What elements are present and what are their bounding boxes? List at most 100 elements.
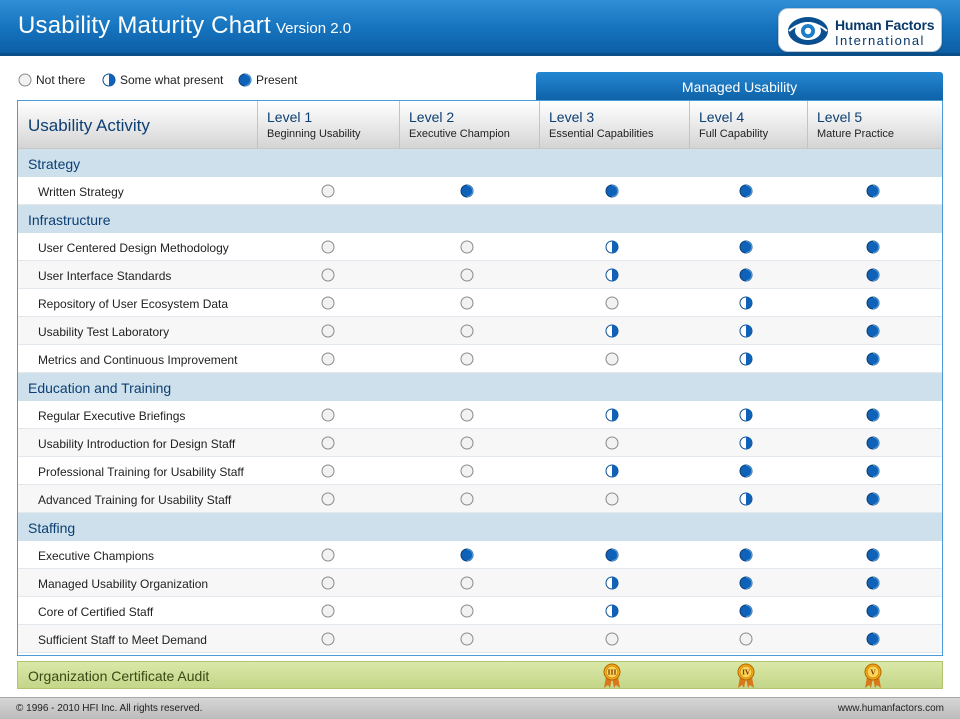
- hfi-logo[interactable]: Human Factors International: [778, 8, 942, 52]
- level-2-header: Level 2 Executive Champion: [399, 101, 539, 149]
- section-title: Staffing: [28, 520, 76, 536]
- half-circle-icon: [605, 604, 619, 618]
- organization-certificate-audit: Organization Certificate Audit III IV V: [17, 661, 943, 689]
- level-subtitle: Mature Practice: [817, 128, 895, 140]
- table-row: Sufficient Staff to Meet Demand: [18, 625, 942, 653]
- empty-circle-icon: [605, 632, 619, 646]
- half-circle-icon: [739, 324, 753, 338]
- filled-circle-icon: [866, 352, 880, 366]
- header-bar: Usability Maturity Chart Version 2.0 Hum…: [0, 0, 960, 56]
- empty-circle-icon: [321, 576, 335, 590]
- empty-circle-icon: [321, 436, 335, 450]
- table-row: Metrics and Continuous Improvement: [18, 345, 942, 373]
- activity-label: Executive Champions: [38, 549, 155, 563]
- filled-circle-icon: [866, 464, 880, 478]
- website-link[interactable]: www.humanfactors.com: [837, 703, 944, 714]
- filled-circle-icon: [866, 296, 880, 310]
- table-row: Written Strategy: [18, 177, 942, 205]
- eye-logo-icon: [788, 17, 828, 45]
- activity-label: Usability Introduction for Design Staff: [38, 437, 236, 451]
- version-label: Version 2.0: [276, 20, 352, 37]
- table-row: Advanced Training for Usability Staff: [18, 485, 942, 513]
- activity-label: Metrics and Continuous Improvement: [38, 353, 238, 367]
- level-name: Level 4: [699, 109, 745, 125]
- empty-circle-icon: [321, 324, 335, 338]
- table-row: User Interface Standards: [18, 261, 942, 289]
- empty-circle-icon: [321, 184, 335, 198]
- level-3-header: Level 3 Essential Capabilities: [539, 101, 689, 149]
- legend-label: Not there: [36, 73, 86, 87]
- level-name: Level 1: [267, 109, 313, 125]
- filled-circle-icon: [866, 604, 880, 618]
- empty-circle-icon: [460, 240, 474, 254]
- activity-label: Sufficient Staff to Meet Demand: [38, 633, 207, 647]
- half-circle-icon: [605, 464, 619, 478]
- half-circle-icon: [605, 576, 619, 590]
- empty-circle-icon: [460, 296, 474, 310]
- footer: © 1996 - 2010 HFI Inc. All rights reserv…: [0, 697, 960, 719]
- filled-circle-icon: [739, 184, 753, 198]
- managed-usability-banner: Managed Usability: [536, 72, 943, 100]
- empty-circle-icon: [460, 352, 474, 366]
- empty-circle-icon: [605, 492, 619, 506]
- half-circle-icon: [102, 73, 116, 87]
- empty-circle-icon: [321, 240, 335, 254]
- empty-circle-icon: [460, 632, 474, 646]
- half-circle-icon: [605, 240, 619, 254]
- half-circle-icon: [739, 408, 753, 422]
- empty-circle-icon: [460, 268, 474, 282]
- certificate-medal-icon: IV: [737, 663, 755, 688]
- table-row: Usability Introduction for Design Staff: [18, 429, 942, 457]
- level-subtitle: Essential Capabilities: [549, 128, 654, 140]
- table-row: User Centered Design Methodology: [18, 233, 942, 261]
- empty-circle-icon: [321, 464, 335, 478]
- level-subtitle: Executive Champion: [409, 128, 510, 140]
- empty-circle-icon: [321, 492, 335, 506]
- filled-circle-icon: [739, 576, 753, 590]
- copyright-text: © 1996 - 2010 HFI Inc. All rights reserv…: [16, 703, 203, 714]
- level-name: Level 2: [409, 109, 455, 125]
- section-title: Strategy: [28, 156, 81, 172]
- activity-column-header: Usability Activity: [28, 116, 150, 135]
- empty-circle-icon: [460, 576, 474, 590]
- filled-circle-icon: [605, 184, 619, 198]
- empty-circle-icon: [605, 296, 619, 310]
- activity-label: User Centered Design Methodology: [38, 241, 229, 255]
- level-1-header: Level 1 Beginning Usability: [257, 101, 399, 149]
- empty-circle-icon: [739, 632, 753, 646]
- activity-label: Usability Test Laboratory: [38, 325, 170, 339]
- half-circle-icon: [739, 436, 753, 450]
- empty-circle-icon: [321, 296, 335, 310]
- maturity-table: Usability Activity Level 1 Beginning Usa…: [17, 100, 943, 656]
- empty-circle-icon: [605, 352, 619, 366]
- legend-label: Present: [256, 73, 298, 87]
- empty-circle-icon: [321, 548, 335, 562]
- empty-circle-icon: [460, 324, 474, 338]
- filled-circle-icon: [460, 548, 474, 562]
- half-circle-icon: [605, 408, 619, 422]
- page-title: Usability Maturity Chart: [18, 12, 271, 39]
- filled-circle-icon: [866, 548, 880, 562]
- table-row: Professional Training for Usability Staf…: [18, 457, 942, 485]
- level-4-header: Level 4 Full Capability: [689, 101, 807, 149]
- activity-label: Professional Training for Usability Staf…: [38, 465, 244, 479]
- half-circle-icon: [739, 352, 753, 366]
- table-header: Usability Activity Level 1 Beginning Usa…: [18, 101, 942, 149]
- table-row: Regular Executive Briefings: [18, 401, 942, 429]
- certificate-medal-icon: III: [603, 663, 621, 688]
- half-circle-icon: [605, 324, 619, 338]
- table-row: Managed Usability Organization: [18, 569, 942, 597]
- empty-circle-icon: [605, 436, 619, 450]
- filled-circle-icon: [866, 492, 880, 506]
- empty-circle-icon: [460, 492, 474, 506]
- filled-circle-icon: [866, 408, 880, 422]
- empty-circle-icon: [460, 408, 474, 422]
- medal-numeral: III: [607, 669, 616, 677]
- level-name: Level 3: [549, 109, 595, 125]
- filled-circle-icon: [866, 240, 880, 254]
- filled-circle-icon: [739, 548, 753, 562]
- logo-text-line1: Human Factors: [835, 17, 935, 33]
- filled-circle-icon: [739, 268, 753, 282]
- medal-numeral: IV: [742, 669, 751, 677]
- filled-circle-icon: [739, 604, 753, 618]
